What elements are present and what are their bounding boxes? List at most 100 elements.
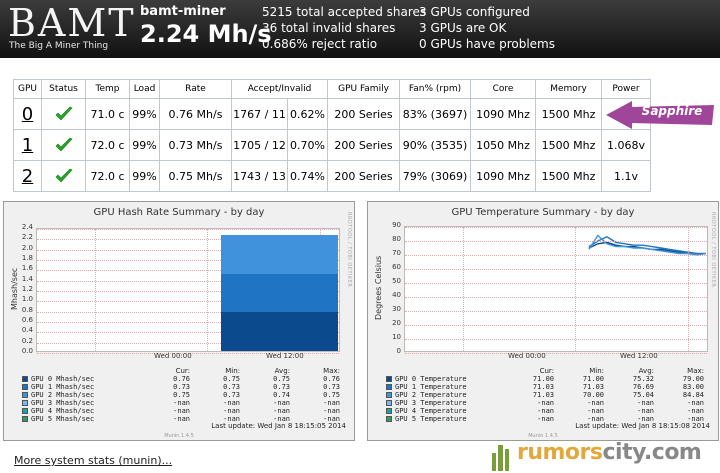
legend-header-cur: Cur:: [539, 367, 554, 375]
legend-avg: 0.73: [273, 383, 290, 391]
legend-row: GPU 1 Temperature 71.03 71.03 76.69 83.00: [386, 383, 704, 391]
gpu-reject-pct: 0.74%: [287, 160, 328, 192]
legend-header-max: Max:: [687, 367, 704, 375]
legend-min: -nan: [587, 399, 604, 407]
legend-min: -nan: [223, 415, 240, 423]
y-tick: 40: [392, 291, 401, 299]
legend-swatch: [22, 384, 28, 390]
legend-min: 0.73: [223, 391, 240, 399]
area-segment-gpu-0: [220, 311, 338, 351]
gpu-link-2[interactable]: 2: [21, 165, 34, 187]
x-tick: Wed 12:00: [266, 352, 304, 360]
legend-max: 83.00: [682, 383, 704, 391]
legend-header-avg: Avg:: [274, 367, 290, 375]
gpu-reject-pct: 0.62%: [287, 98, 328, 130]
gpu-stats: 3 GPUs configured 3 GPUs are OK 0 GPUs h…: [419, 4, 555, 52]
legend-name: GPU 2 Mhash/sec: [31, 391, 95, 399]
legend-swatch: [386, 392, 392, 398]
legend-avg: 0.75: [273, 375, 290, 383]
gpu-link-1[interactable]: 1: [21, 134, 34, 156]
legend-name: GPU 3 Mhash/sec: [31, 399, 95, 407]
y-tick: 1.8: [21, 254, 33, 262]
grid-line: [405, 339, 707, 340]
gpu-power: 1.1v: [601, 160, 651, 192]
gpu-accept-invalid: 1743 / 13: [231, 160, 288, 192]
gpu-core: 1090 Mhz: [470, 98, 536, 130]
legend-max: -nan: [323, 415, 340, 423]
rumorscity-logo-icon: [492, 445, 509, 471]
legend-avg: 75.04: [632, 391, 654, 399]
grid-line: [37, 322, 339, 323]
legend-header-max: Max:: [323, 367, 340, 375]
munin-version: Munin 1.4.5: [528, 433, 558, 439]
legend-cur: 0.75: [173, 391, 190, 399]
legend-row: GPU 3 Temperature -nan -nan -nan -nan: [386, 399, 704, 407]
legend-cur: -nan: [537, 407, 554, 415]
grid-line: [37, 291, 339, 292]
legend-swatch: [22, 392, 28, 398]
legend-row: GPU 3 Mhash/sec -nan -nan -nan -nan: [22, 399, 340, 407]
sapphire-arrow-icon: [606, 101, 714, 129]
legend-swatch: [22, 400, 28, 406]
grid-line: [37, 311, 339, 313]
legend-swatch: [22, 416, 28, 422]
bamt-logo: BAMT: [8, 1, 136, 45]
last-update: Last update: Wed Jan 8 18:15:05 2014: [211, 422, 346, 430]
temperature-graph[interactable]: GPU Temperature Summary - by day RRDTOOL…: [367, 201, 719, 441]
y-tick: 2.0: [21, 243, 33, 252]
legend-header-min: Min:: [589, 367, 604, 375]
table-row: 1 72.0 c 99% 0.73 Mh/s 1705 / 12 0.70% 2…: [13, 129, 651, 161]
col-header-fan: Fan% (rpm): [399, 79, 471, 99]
col-header-load: Load: [129, 79, 160, 99]
legend-name: GPU 4 Mhash/sec: [31, 407, 95, 415]
legend-max: 0.75: [323, 391, 340, 399]
col-header-rate: Rate: [159, 79, 232, 99]
legend-max: -nan: [687, 415, 704, 423]
total-hashrate: 2.24 Mh/s: [140, 20, 272, 48]
legend-avg: -nan: [637, 399, 654, 407]
y-tick: 70: [392, 249, 401, 257]
x-tick: Wed 00:00: [154, 352, 192, 360]
chart-legend: Cur: Min: Avg: Max: GPU 0 Temperature 71.…: [386, 367, 704, 423]
legend-max: -nan: [323, 399, 340, 407]
legend-name: GPU 1 Temperature: [395, 383, 467, 391]
col-header-accept-invalid: Accept/Invalid: [231, 79, 328, 99]
y-tick: 0.8: [21, 305, 33, 314]
legend-max: 0.76: [323, 375, 340, 383]
legend-min: -nan: [587, 415, 604, 423]
legend-swatch: [386, 416, 392, 422]
col-header-power: Power: [601, 79, 651, 99]
gpu-family: 200 Series: [327, 129, 400, 161]
legend-row: GPU 5 Mhash/sec -nan -nan -nan -nan: [22, 415, 340, 423]
header-bar: BAMT The Big A Miner Thing bamt-miner 2.…: [0, 0, 720, 58]
plot-area: [404, 226, 708, 354]
gpu-link-0[interactable]: 0: [21, 103, 34, 125]
gpu-family: 200 Series: [327, 98, 400, 130]
munin-version: Munin 1.4.5: [164, 433, 194, 439]
legend-avg: 75.32: [632, 375, 654, 383]
y-tick: 0.0: [21, 347, 33, 355]
more-stats-link[interactable]: More system stats (munin)...: [14, 454, 173, 467]
table-header-row: GPU Status Temp Load Rate Accept/Invalid…: [13, 79, 651, 99]
y-tick: 60: [392, 263, 401, 271]
y-tick: 0.6: [21, 316, 33, 324]
grid-line: [405, 283, 707, 284]
legend-cur: 0.76: [173, 375, 190, 383]
legend-row: GPU 4 Temperature -nan -nan -nan -nan: [386, 407, 704, 415]
y-tick: 50: [392, 277, 401, 285]
legend-row: GPU 0 Temperature 71.00 71.00 75.32 79.00: [386, 375, 704, 383]
y-tick: 2.2: [21, 233, 33, 242]
plot-area: [36, 228, 340, 354]
legend-min: 0.75: [223, 375, 240, 383]
hashrate-graph[interactable]: GPU Hash Rate Summary - by day RRDTOOL /…: [3, 201, 355, 441]
grid-line: [405, 269, 707, 270]
legend-name: GPU 5 Mhash/sec: [31, 415, 95, 423]
legend-cur: -nan: [537, 399, 554, 407]
grid-line: [37, 249, 339, 251]
legend-cur: 71.00: [532, 375, 554, 383]
grid-line: [37, 260, 339, 261]
legend-cur: 71.03: [532, 391, 554, 399]
gpu-accept-invalid: 1767 / 11: [231, 98, 288, 130]
gpu-reject-pct: 0.70%: [287, 129, 328, 161]
grid-line: [37, 270, 339, 272]
